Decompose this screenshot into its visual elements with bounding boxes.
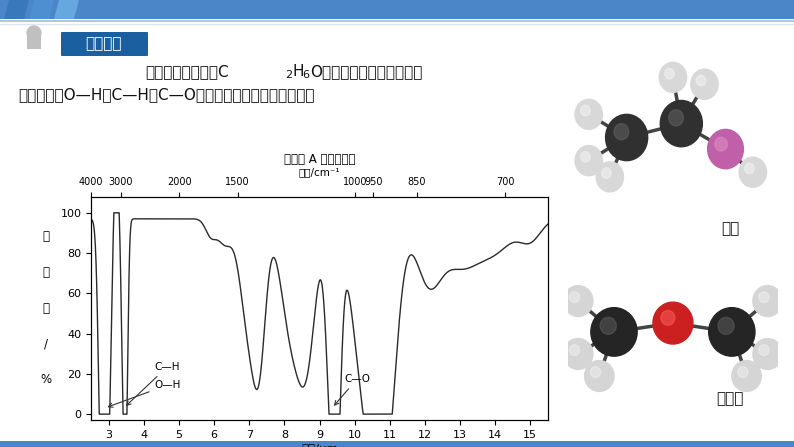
Bar — [27, 35, 41, 49]
Title: 未知物 A 的红外光谱: 未知物 A 的红外光谱 — [283, 153, 356, 166]
Text: %: % — [40, 373, 52, 387]
Circle shape — [661, 101, 703, 147]
Circle shape — [709, 308, 755, 356]
Polygon shape — [29, 0, 54, 19]
Circle shape — [745, 163, 754, 174]
Circle shape — [665, 68, 674, 79]
Circle shape — [27, 26, 41, 40]
Text: H: H — [293, 64, 305, 80]
X-axis label: 波长/μm: 波长/μm — [301, 443, 338, 447]
Text: 可以监测到O—H、C—H、C—O键的振动吸收，推测其结构。: 可以监测到O—H、C—H、C—O键的振动吸收，推测其结构。 — [18, 88, 314, 102]
Circle shape — [584, 361, 614, 392]
Circle shape — [715, 137, 727, 151]
Text: 透: 透 — [42, 230, 49, 244]
Circle shape — [564, 338, 593, 369]
Circle shape — [606, 114, 648, 160]
Text: O，通过红外光谱（如图）: O，通过红外光谱（如图） — [310, 64, 422, 80]
Circle shape — [732, 361, 761, 392]
Circle shape — [580, 105, 590, 116]
Circle shape — [653, 302, 693, 344]
Circle shape — [596, 162, 623, 192]
Text: 2: 2 — [285, 70, 292, 80]
Bar — [0, 441, 794, 447]
Polygon shape — [54, 0, 79, 19]
Text: 过: 过 — [42, 266, 49, 279]
Circle shape — [661, 311, 675, 325]
Circle shape — [602, 168, 611, 178]
Circle shape — [707, 129, 743, 169]
Text: 率: 率 — [42, 302, 49, 315]
Circle shape — [753, 338, 782, 369]
Text: C—H: C—H — [126, 362, 180, 405]
Text: C—O: C—O — [334, 374, 370, 405]
Circle shape — [600, 317, 616, 334]
Circle shape — [614, 124, 629, 140]
X-axis label: 波数/cm⁻¹: 波数/cm⁻¹ — [299, 168, 341, 177]
Circle shape — [759, 345, 769, 355]
Text: 二甲醚: 二甲醚 — [716, 392, 744, 406]
Circle shape — [691, 69, 718, 99]
Circle shape — [718, 317, 734, 334]
Circle shape — [580, 152, 590, 162]
Text: 6: 6 — [302, 70, 309, 80]
Text: /: / — [44, 337, 48, 351]
Text: 乙醇: 乙醇 — [721, 222, 739, 236]
Circle shape — [591, 308, 637, 356]
Circle shape — [564, 286, 593, 316]
FancyBboxPatch shape — [61, 32, 148, 56]
Circle shape — [738, 367, 748, 378]
Circle shape — [659, 62, 687, 93]
Circle shape — [575, 99, 603, 129]
Circle shape — [759, 292, 769, 303]
Circle shape — [739, 157, 766, 187]
Text: O—H: O—H — [109, 380, 181, 407]
Circle shape — [591, 367, 601, 378]
Circle shape — [696, 75, 706, 86]
Bar — [0, 0, 794, 19]
Circle shape — [575, 146, 603, 176]
Text: 实例分析: 实例分析 — [86, 37, 122, 51]
Circle shape — [569, 345, 580, 355]
Polygon shape — [4, 0, 29, 19]
Text: 某未知物分子式为C: 某未知物分子式为C — [145, 64, 229, 80]
Circle shape — [753, 286, 782, 316]
Circle shape — [569, 292, 580, 303]
Circle shape — [669, 110, 684, 126]
